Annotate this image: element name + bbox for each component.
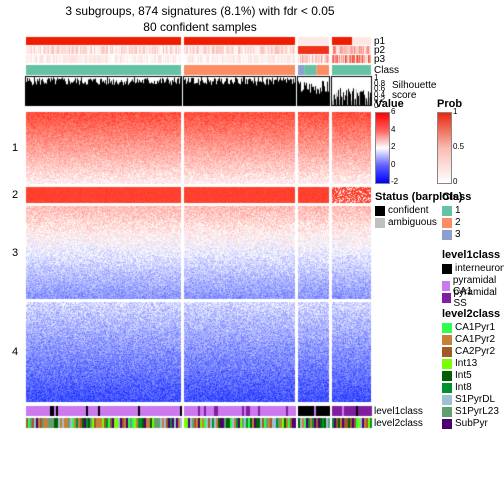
legend-item: S1PyrL23 (442, 406, 499, 417)
legend-item: CA1Pyr2 (442, 334, 495, 345)
legend-item: ambiguous (375, 217, 437, 228)
legend-item: 1 (442, 205, 461, 216)
legend-item: 3 (442, 229, 461, 240)
legend-item: SubPyr (442, 418, 488, 429)
legend-tick: -2 (391, 177, 398, 186)
legend-item: 2 (442, 217, 461, 228)
legend-tick: 0.5 (453, 142, 464, 151)
legend-tick: 0 (391, 160, 395, 169)
heatmap-canvas (0, 0, 504, 504)
row-group-label: 1 (12, 142, 18, 154)
legend-tick: 0 (453, 177, 457, 186)
legend-item: interneurons (442, 263, 504, 274)
legend-tick: 1 (453, 107, 457, 116)
row-group-label: 3 (12, 247, 18, 259)
track-label-p3: p3 (374, 54, 385, 65)
legend-item: CA1Pyr1 (442, 322, 495, 333)
legend-item: S1PyrDL (442, 394, 495, 405)
legend-tick: 4 (391, 125, 395, 134)
track-label-l1: level1class (374, 406, 423, 417)
legend-title: level2class (442, 308, 500, 320)
row-group-label: 4 (12, 346, 18, 358)
legend-title: level1class (442, 249, 500, 261)
legend-title: Class (442, 191, 471, 203)
legend-gradient (375, 112, 390, 184)
legend-item: pyramidal SS (442, 287, 504, 309)
legend-item: Int8 (442, 382, 472, 393)
legend-tick: 2 (391, 142, 395, 151)
legend-title: Prob (437, 98, 462, 110)
row-group-label: 2 (12, 189, 18, 201)
legend-item: CA2Pyr2 (442, 346, 495, 357)
legend-item: confident (375, 205, 429, 216)
legend-item: Int5 (442, 370, 472, 381)
legend-gradient (437, 112, 452, 184)
legend-title: Value (375, 98, 404, 110)
legend-item: Int13 (442, 358, 477, 369)
legend-tick: 6 (391, 107, 395, 116)
track-label-l2: level2class (374, 418, 423, 429)
sil-tick: 1 (374, 73, 378, 82)
